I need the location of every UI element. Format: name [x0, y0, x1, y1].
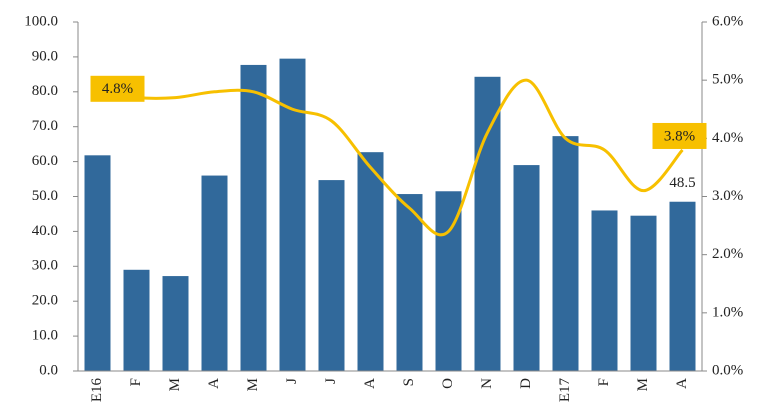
bar — [435, 191, 462, 371]
y-tick-label: 70.0 — [32, 118, 58, 134]
x-tick-label: M — [635, 378, 651, 391]
line-value-label: 3.8% — [664, 128, 695, 144]
x-tick-label: E17 — [557, 378, 573, 403]
bar — [318, 180, 345, 371]
bar — [474, 76, 501, 371]
bar — [669, 201, 696, 371]
y-tick-label: 20.0 — [32, 293, 58, 309]
y2-tick-label: 6.0% — [712, 13, 743, 29]
y-tick-label: 40.0 — [32, 223, 58, 239]
x-tick-label: S — [401, 378, 417, 386]
x-tick-label: F — [128, 378, 144, 386]
bar — [84, 155, 111, 371]
x-tick-label: E16 — [89, 378, 105, 403]
bar — [123, 269, 150, 371]
x-tick-label: A — [206, 378, 222, 389]
x-tick-label: F — [596, 378, 612, 386]
bar — [201, 175, 228, 371]
x-tick-label: J — [323, 378, 339, 384]
x-tick-label: N — [479, 378, 495, 389]
line-label-box — [652, 122, 707, 149]
y-tick-label: 80.0 — [32, 83, 58, 99]
bar — [357, 152, 384, 371]
bar — [396, 194, 423, 371]
bar — [240, 64, 267, 371]
y-tick-label: 10.0 — [32, 328, 58, 344]
bar — [513, 165, 540, 371]
y2-tick-label: 2.0% — [712, 246, 743, 262]
line — [97, 78, 684, 237]
x-tick-label: M — [245, 378, 261, 391]
x-tick-label: A — [362, 378, 378, 389]
x-tick-label: J — [284, 378, 300, 384]
bar — [591, 210, 618, 371]
y2-tick-label: 1.0% — [712, 304, 743, 320]
line-value-label: 4.8% — [102, 81, 133, 97]
x-tick-label: O — [440, 378, 456, 389]
line-label-box — [90, 75, 145, 102]
y-tick-label: 50.0 — [32, 188, 58, 204]
bar-value-label: 48.5 — [669, 175, 695, 191]
bar — [162, 276, 189, 371]
y-tick-label: 60.0 — [32, 153, 58, 169]
y-tick-label: 90.0 — [32, 48, 58, 64]
y2-tick-label: 4.0% — [712, 130, 743, 146]
x-tick-label: M — [167, 378, 183, 391]
y2-tick-label: 0.0% — [712, 362, 743, 378]
bar — [630, 215, 657, 371]
y2-tick-label: 3.0% — [712, 188, 743, 204]
y-tick-label: 30.0 — [32, 258, 58, 274]
x-tick-label: D — [518, 378, 534, 389]
bar — [552, 136, 579, 371]
y-tick-label: 0.0 — [39, 362, 58, 378]
y-tick-label: 100.0 — [24, 13, 58, 29]
y2-tick-label: 5.0% — [712, 72, 743, 88]
x-tick-label: A — [674, 378, 690, 389]
